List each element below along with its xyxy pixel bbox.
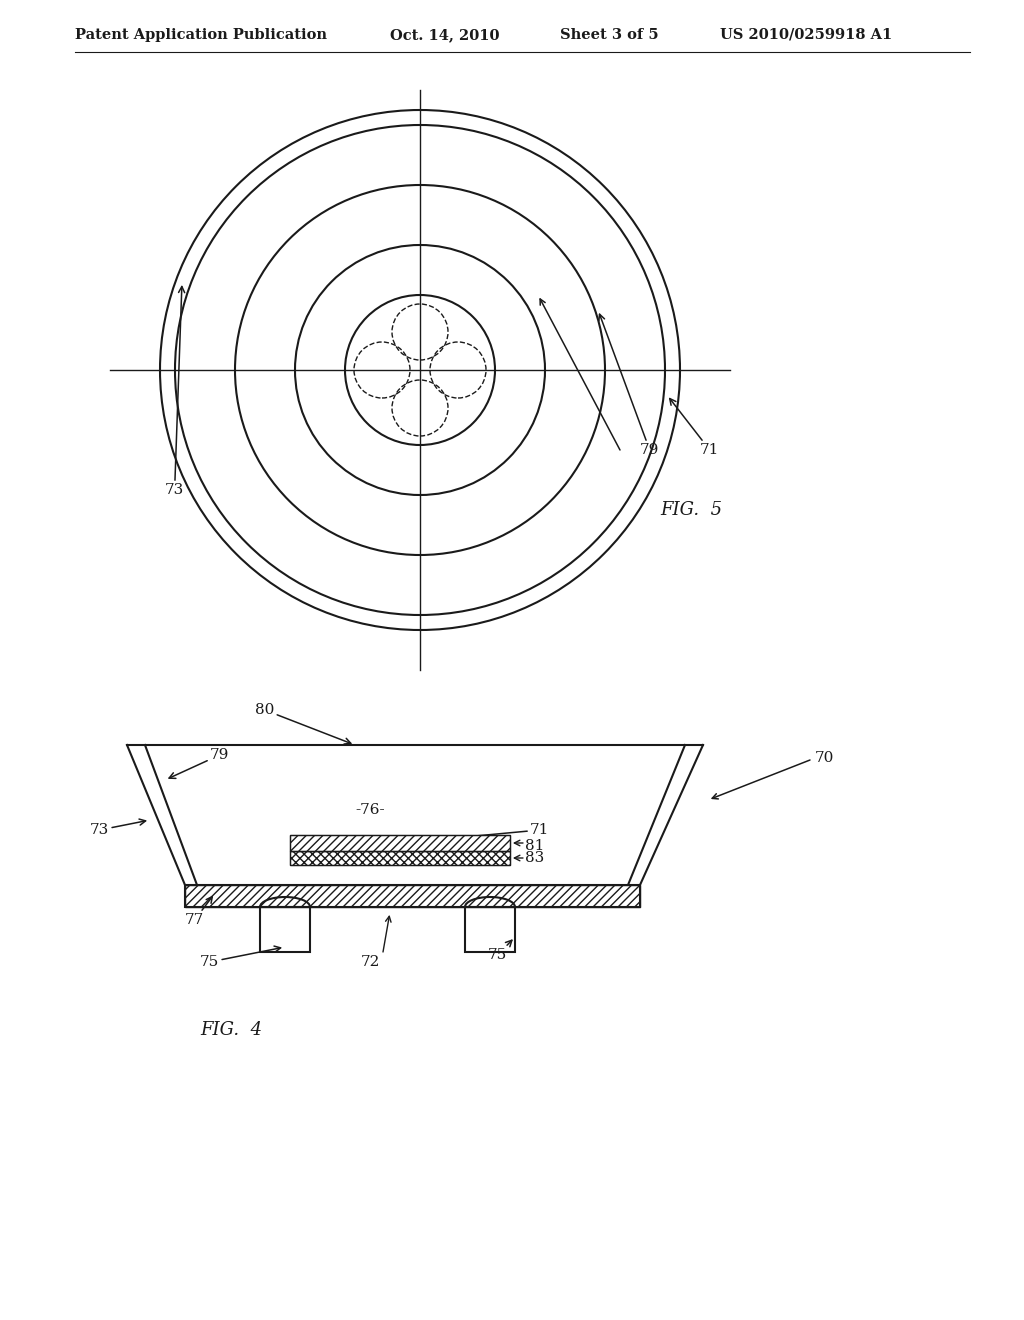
Text: Oct. 14, 2010: Oct. 14, 2010	[390, 28, 500, 42]
Bar	[290, 836, 510, 851]
Text: 72: 72	[360, 954, 380, 969]
Text: 73: 73	[165, 286, 184, 498]
Text: US 2010/0259918 A1: US 2010/0259918 A1	[720, 28, 892, 42]
Bar	[290, 851, 510, 865]
Bar	[185, 884, 640, 907]
Text: 70: 70	[815, 751, 835, 766]
Text: 73: 73	[90, 820, 145, 837]
Bar	[260, 907, 310, 952]
Text: 81: 81	[525, 840, 545, 853]
Text: -76-: -76-	[355, 803, 385, 817]
Text: Patent Application Publication: Patent Application Publication	[75, 28, 327, 42]
Text: 75: 75	[488, 940, 512, 962]
Text: 79: 79	[169, 748, 229, 779]
Text: 71: 71	[670, 399, 720, 457]
Text: 80: 80	[255, 704, 351, 744]
Bar	[290, 836, 510, 851]
Bar	[185, 884, 640, 907]
Text: 75: 75	[200, 946, 281, 969]
Text: Sheet 3 of 5: Sheet 3 of 5	[560, 28, 658, 42]
Bar	[290, 851, 510, 865]
Text: FIG.  4: FIG. 4	[200, 1020, 262, 1039]
Text: 83: 83	[525, 851, 544, 865]
Text: 77: 77	[185, 896, 212, 927]
Bar	[465, 907, 515, 952]
Text: 79: 79	[599, 314, 659, 457]
Text: 71: 71	[404, 822, 549, 845]
Text: FIG.  5: FIG. 5	[660, 502, 722, 519]
